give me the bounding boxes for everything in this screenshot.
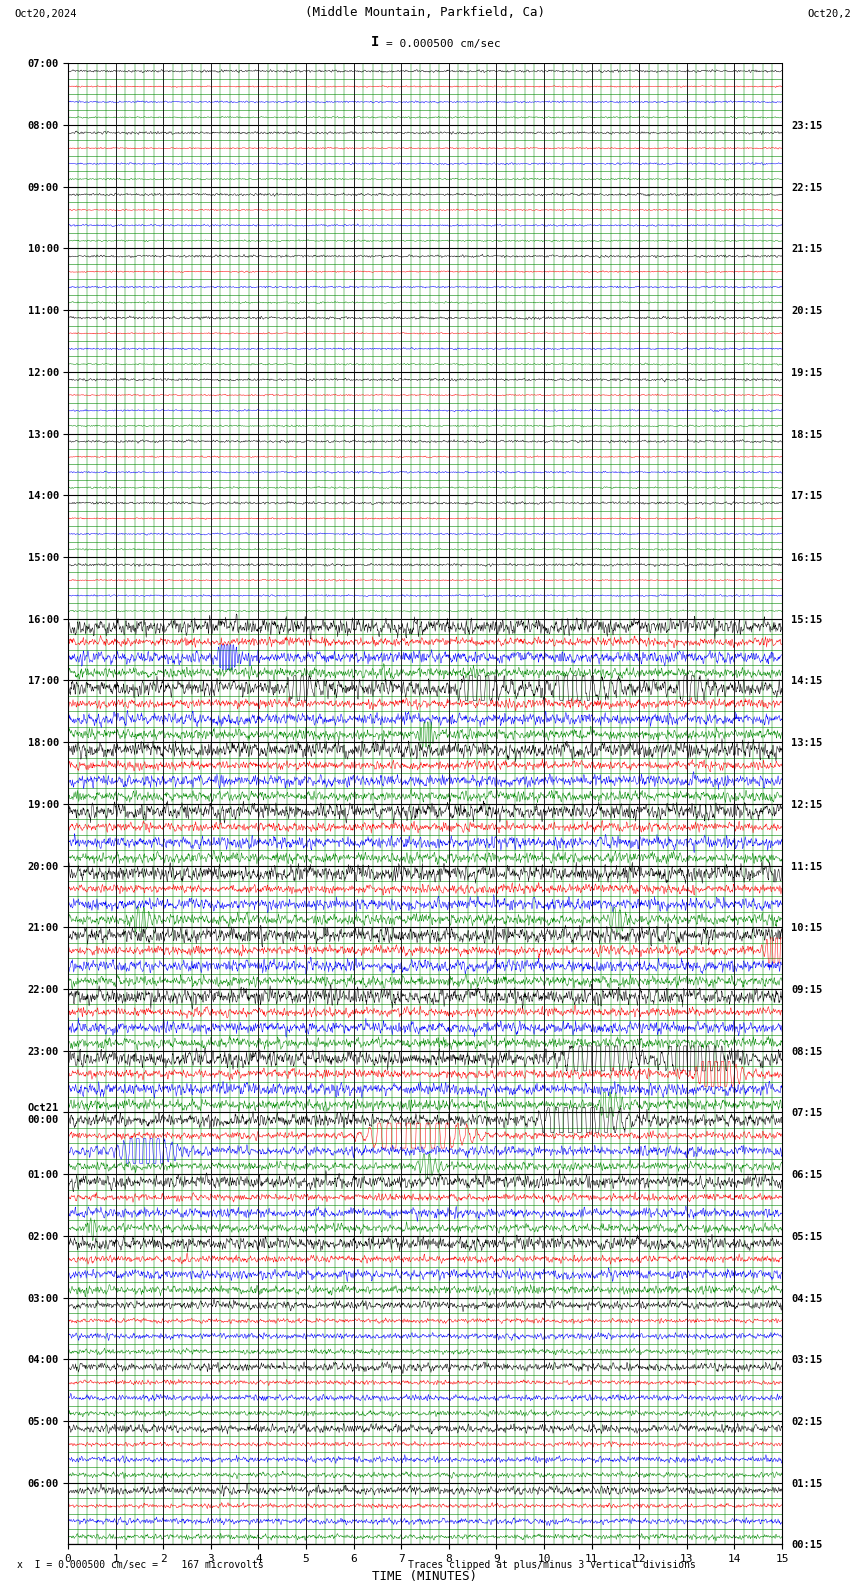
Text: Oct20,2024: Oct20,2024 — [807, 10, 850, 19]
Text: (Middle Mountain, Parkfield, Ca): (Middle Mountain, Parkfield, Ca) — [305, 6, 545, 19]
Text: Traces clipped at plus/minus 3 vertical divisions: Traces clipped at plus/minus 3 vertical … — [408, 1560, 696, 1570]
Text: Oct20,2024: Oct20,2024 — [14, 10, 77, 19]
Text: x  I = 0.000500 cm/sec =    167 microvolts: x I = 0.000500 cm/sec = 167 microvolts — [17, 1560, 264, 1570]
X-axis label: TIME (MINUTES): TIME (MINUTES) — [372, 1570, 478, 1582]
Text: I: I — [371, 35, 379, 49]
Text: = 0.000500 cm/sec: = 0.000500 cm/sec — [386, 38, 501, 49]
